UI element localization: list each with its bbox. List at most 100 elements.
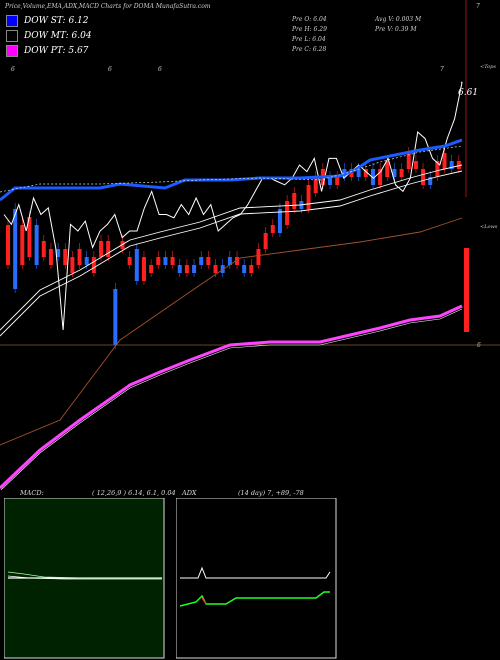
macd-histogram-line [7, 575, 162, 580]
price-line [3, 81, 463, 331]
top-marker-3: 6 [158, 66, 162, 73]
candle-body [328, 177, 333, 185]
ema-long-line [0, 217, 463, 446]
top-marker-2: 6 [108, 66, 112, 73]
candle-body [442, 153, 447, 169]
candle-body [91, 257, 96, 273]
candle-body [170, 257, 175, 265]
candle-body [134, 249, 139, 281]
candle-body [27, 217, 32, 257]
candle-body [127, 257, 132, 265]
price-value-tag: 6.61 [458, 88, 479, 98]
candle-body [41, 241, 46, 257]
candle-body [235, 257, 239, 265]
adx-panel [176, 498, 337, 659]
candle-body [428, 177, 433, 185]
candle-body [285, 201, 290, 225]
candle-body [13, 209, 18, 289]
chart-title: Price,Volume,EMA,ADX,MACD Charts for DOM… [5, 3, 211, 10]
macd-panel [4, 498, 165, 659]
candle-body [77, 249, 82, 265]
candle-body [413, 161, 418, 169]
legend-dow-mt: DOW MT: 6.04 [6, 30, 92, 42]
candle-body [249, 265, 254, 273]
dow-mt-line-upper [0, 164, 463, 331]
legend-dow-pt: DOW PT: 5.67 [6, 45, 88, 57]
candle-body [6, 225, 10, 265]
candle-body [456, 161, 461, 169]
candle-body [206, 257, 211, 265]
candle-body [363, 169, 368, 177]
candle-body [406, 153, 411, 169]
top-marker-1: 6 [11, 66, 15, 73]
candle-body [421, 169, 426, 185]
dow-pt-line [0, 304, 463, 490]
candle-body [306, 185, 311, 209]
adx-line [180, 566, 331, 579]
candle-body [141, 257, 146, 281]
legend-swatch-st [6, 15, 18, 27]
stat-low: Pre L: 6.04 [292, 36, 326, 43]
candle-body [192, 265, 197, 273]
tops-label: <Tops [480, 64, 496, 70]
candle-body [48, 249, 53, 265]
candle-body [113, 289, 118, 345]
macd-params: ( 12,26,9 ) 6.14, 6.1, 0.04 [92, 489, 176, 497]
candle-body [70, 257, 75, 273]
candle-body [227, 257, 232, 265]
candle-body [385, 161, 390, 177]
legend-swatch-pt [6, 45, 18, 57]
candle-body [270, 225, 275, 233]
candle-body [34, 225, 39, 265]
stat-open: Pre O: 6.04 [292, 16, 327, 23]
candle-body [378, 169, 383, 185]
candle-body [356, 169, 361, 177]
top-marker-4: 7 [440, 66, 444, 73]
legend-swatch-mt [6, 30, 18, 42]
candle-body [213, 265, 218, 273]
candle-body [370, 169, 375, 185]
candle-body [449, 161, 454, 169]
candle-body [163, 257, 168, 265]
candle-body [184, 265, 189, 273]
dow-pt-outline [0, 308, 463, 490]
stat-high: Pre H: 6.29 [292, 26, 327, 33]
stat-close: Pre C: 6.28 [292, 46, 327, 53]
prev-volume: Pre V: 0.39 M [375, 26, 417, 33]
lows-label: <Lows [480, 224, 498, 230]
price-chart [0, 0, 500, 490]
candle-body [20, 225, 25, 265]
candle-body [56, 249, 61, 257]
candle-body [399, 169, 404, 177]
candle-body [99, 241, 104, 257]
ema-dashed-line [0, 145, 463, 193]
candle-body [335, 177, 340, 185]
macd-title: MACD: [20, 489, 44, 497]
candle-body [464, 248, 469, 332]
candle-body [292, 193, 297, 209]
adx-minus-di-line [201, 597, 207, 605]
dow-mt-line-lower [0, 170, 463, 337]
adx-params: (14 day) 7, +89, -78 [238, 489, 304, 497]
candle-body [156, 257, 161, 265]
candle-body [242, 265, 247, 273]
candle-body [220, 265, 225, 273]
candle-body [277, 209, 282, 233]
candle-body [263, 233, 268, 249]
candle-body [256, 249, 261, 265]
candle-body [313, 177, 318, 193]
avg-volume: Avg V: 0.003 M [375, 16, 422, 23]
candle-body [63, 249, 68, 265]
macd-line [7, 571, 162, 579]
candle-body [435, 161, 440, 177]
right-mid-value: 6 [477, 342, 481, 349]
legend-dow-st: DOW ST: 6.12 [6, 15, 89, 27]
adx-title: ADX [182, 489, 197, 497]
adx-plus-di-line [179, 591, 330, 607]
candle-body [199, 257, 204, 265]
candle-body [84, 257, 89, 265]
right-top-value: 7 [476, 3, 480, 10]
candle-body [392, 169, 397, 177]
candle-body [177, 265, 182, 273]
candle-body [106, 241, 111, 257]
